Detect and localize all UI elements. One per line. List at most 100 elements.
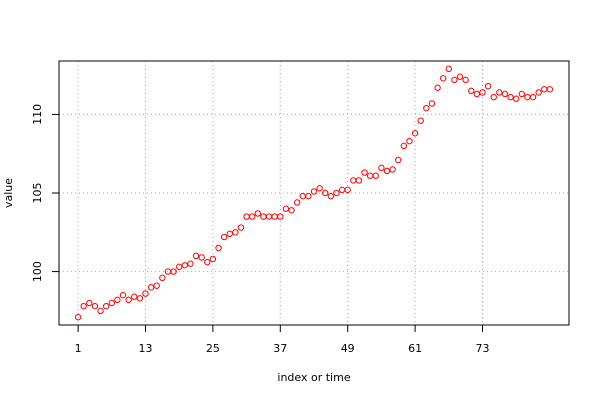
y-tick-label: 110 [31, 104, 44, 125]
data-point [86, 299, 93, 307]
x-tick-label: 73 [476, 342, 490, 355]
data-point [479, 89, 486, 96]
data-point [322, 189, 329, 197]
data-point [80, 302, 87, 310]
data-point [288, 207, 295, 214]
data-point [305, 192, 312, 200]
y-axis: 100 105 110 [31, 104, 60, 282]
data-point [232, 229, 239, 236]
data-point [333, 189, 340, 197]
data-point [428, 100, 436, 107]
data-point [254, 210, 262, 217]
y-axis-label: value [2, 178, 15, 208]
x-tick-label: 37 [273, 342, 287, 355]
data-point [131, 293, 138, 300]
data-point [529, 93, 537, 101]
x-tick-label: 13 [138, 342, 152, 355]
data-point [389, 166, 396, 173]
data-point [417, 117, 424, 124]
data-point [507, 93, 514, 101]
data-point [524, 93, 531, 101]
data-point [473, 90, 481, 98]
data-point [361, 169, 368, 176]
data-point [74, 313, 82, 321]
data-point [198, 254, 205, 261]
data-point [378, 164, 385, 172]
y-tick-label: 100 [31, 261, 44, 282]
data-point [535, 89, 542, 96]
data-point [102, 302, 110, 310]
data-point [546, 86, 554, 93]
x-axis-label: index or time [277, 371, 350, 384]
data-point [462, 76, 469, 84]
x-tick-label: 61 [408, 342, 422, 355]
data-point [97, 307, 104, 315]
data-point [445, 65, 453, 73]
data-point [220, 233, 228, 241]
data-point [541, 86, 548, 93]
x-tick-label: 1 [75, 342, 82, 355]
data-point [277, 213, 284, 220]
data-point [209, 255, 217, 263]
data-point [260, 213, 267, 220]
data-point [327, 192, 335, 200]
data-point [513, 95, 520, 102]
data-point [114, 296, 121, 304]
data-point [108, 299, 115, 307]
data-point [204, 258, 211, 266]
data-point [91, 302, 99, 310]
data-point [406, 137, 413, 145]
x-tick-label: 49 [341, 342, 355, 355]
data-point [192, 252, 200, 260]
data-point [249, 213, 256, 220]
data-point [496, 89, 503, 96]
data-point [147, 284, 155, 291]
grid-lines [59, 61, 569, 325]
data-point [372, 172, 379, 179]
data-point [125, 296, 132, 304]
data-point [411, 130, 419, 137]
data-point [468, 87, 475, 95]
data-point [501, 90, 509, 98]
data-point [439, 75, 447, 82]
data-point [271, 213, 278, 220]
data-point [423, 104, 430, 112]
data-point [434, 84, 441, 91]
data-point [451, 76, 458, 84]
data-point [175, 263, 183, 271]
data-point [299, 192, 306, 200]
data-point [293, 199, 301, 206]
x-axis: 1 13 25 37 49 61 73 [75, 324, 490, 355]
data-point [350, 177, 357, 184]
data-point [153, 282, 160, 289]
x-tick-label: 25 [206, 342, 220, 355]
data-point [400, 142, 408, 150]
data-points [74, 65, 554, 321]
data-point [395, 156, 402, 164]
data-point [237, 224, 245, 231]
data-point [310, 188, 318, 195]
data-point [366, 172, 374, 179]
data-point [159, 274, 166, 282]
data-point [456, 73, 464, 80]
data-point [226, 230, 233, 238]
y-tick-label: 105 [31, 183, 44, 204]
data-point [243, 213, 250, 220]
data-point [142, 290, 149, 297]
data-point [383, 167, 391, 175]
data-point [170, 268, 177, 275]
data-point [490, 93, 497, 101]
data-point [344, 186, 351, 194]
data-point [136, 295, 144, 302]
data-point [187, 260, 194, 267]
data-point [181, 262, 189, 269]
data-point [316, 185, 323, 192]
data-point [518, 90, 526, 98]
data-point [338, 186, 346, 194]
data-point [355, 177, 363, 184]
data-point [282, 205, 290, 212]
data-point [119, 291, 127, 299]
data-point [215, 244, 222, 252]
